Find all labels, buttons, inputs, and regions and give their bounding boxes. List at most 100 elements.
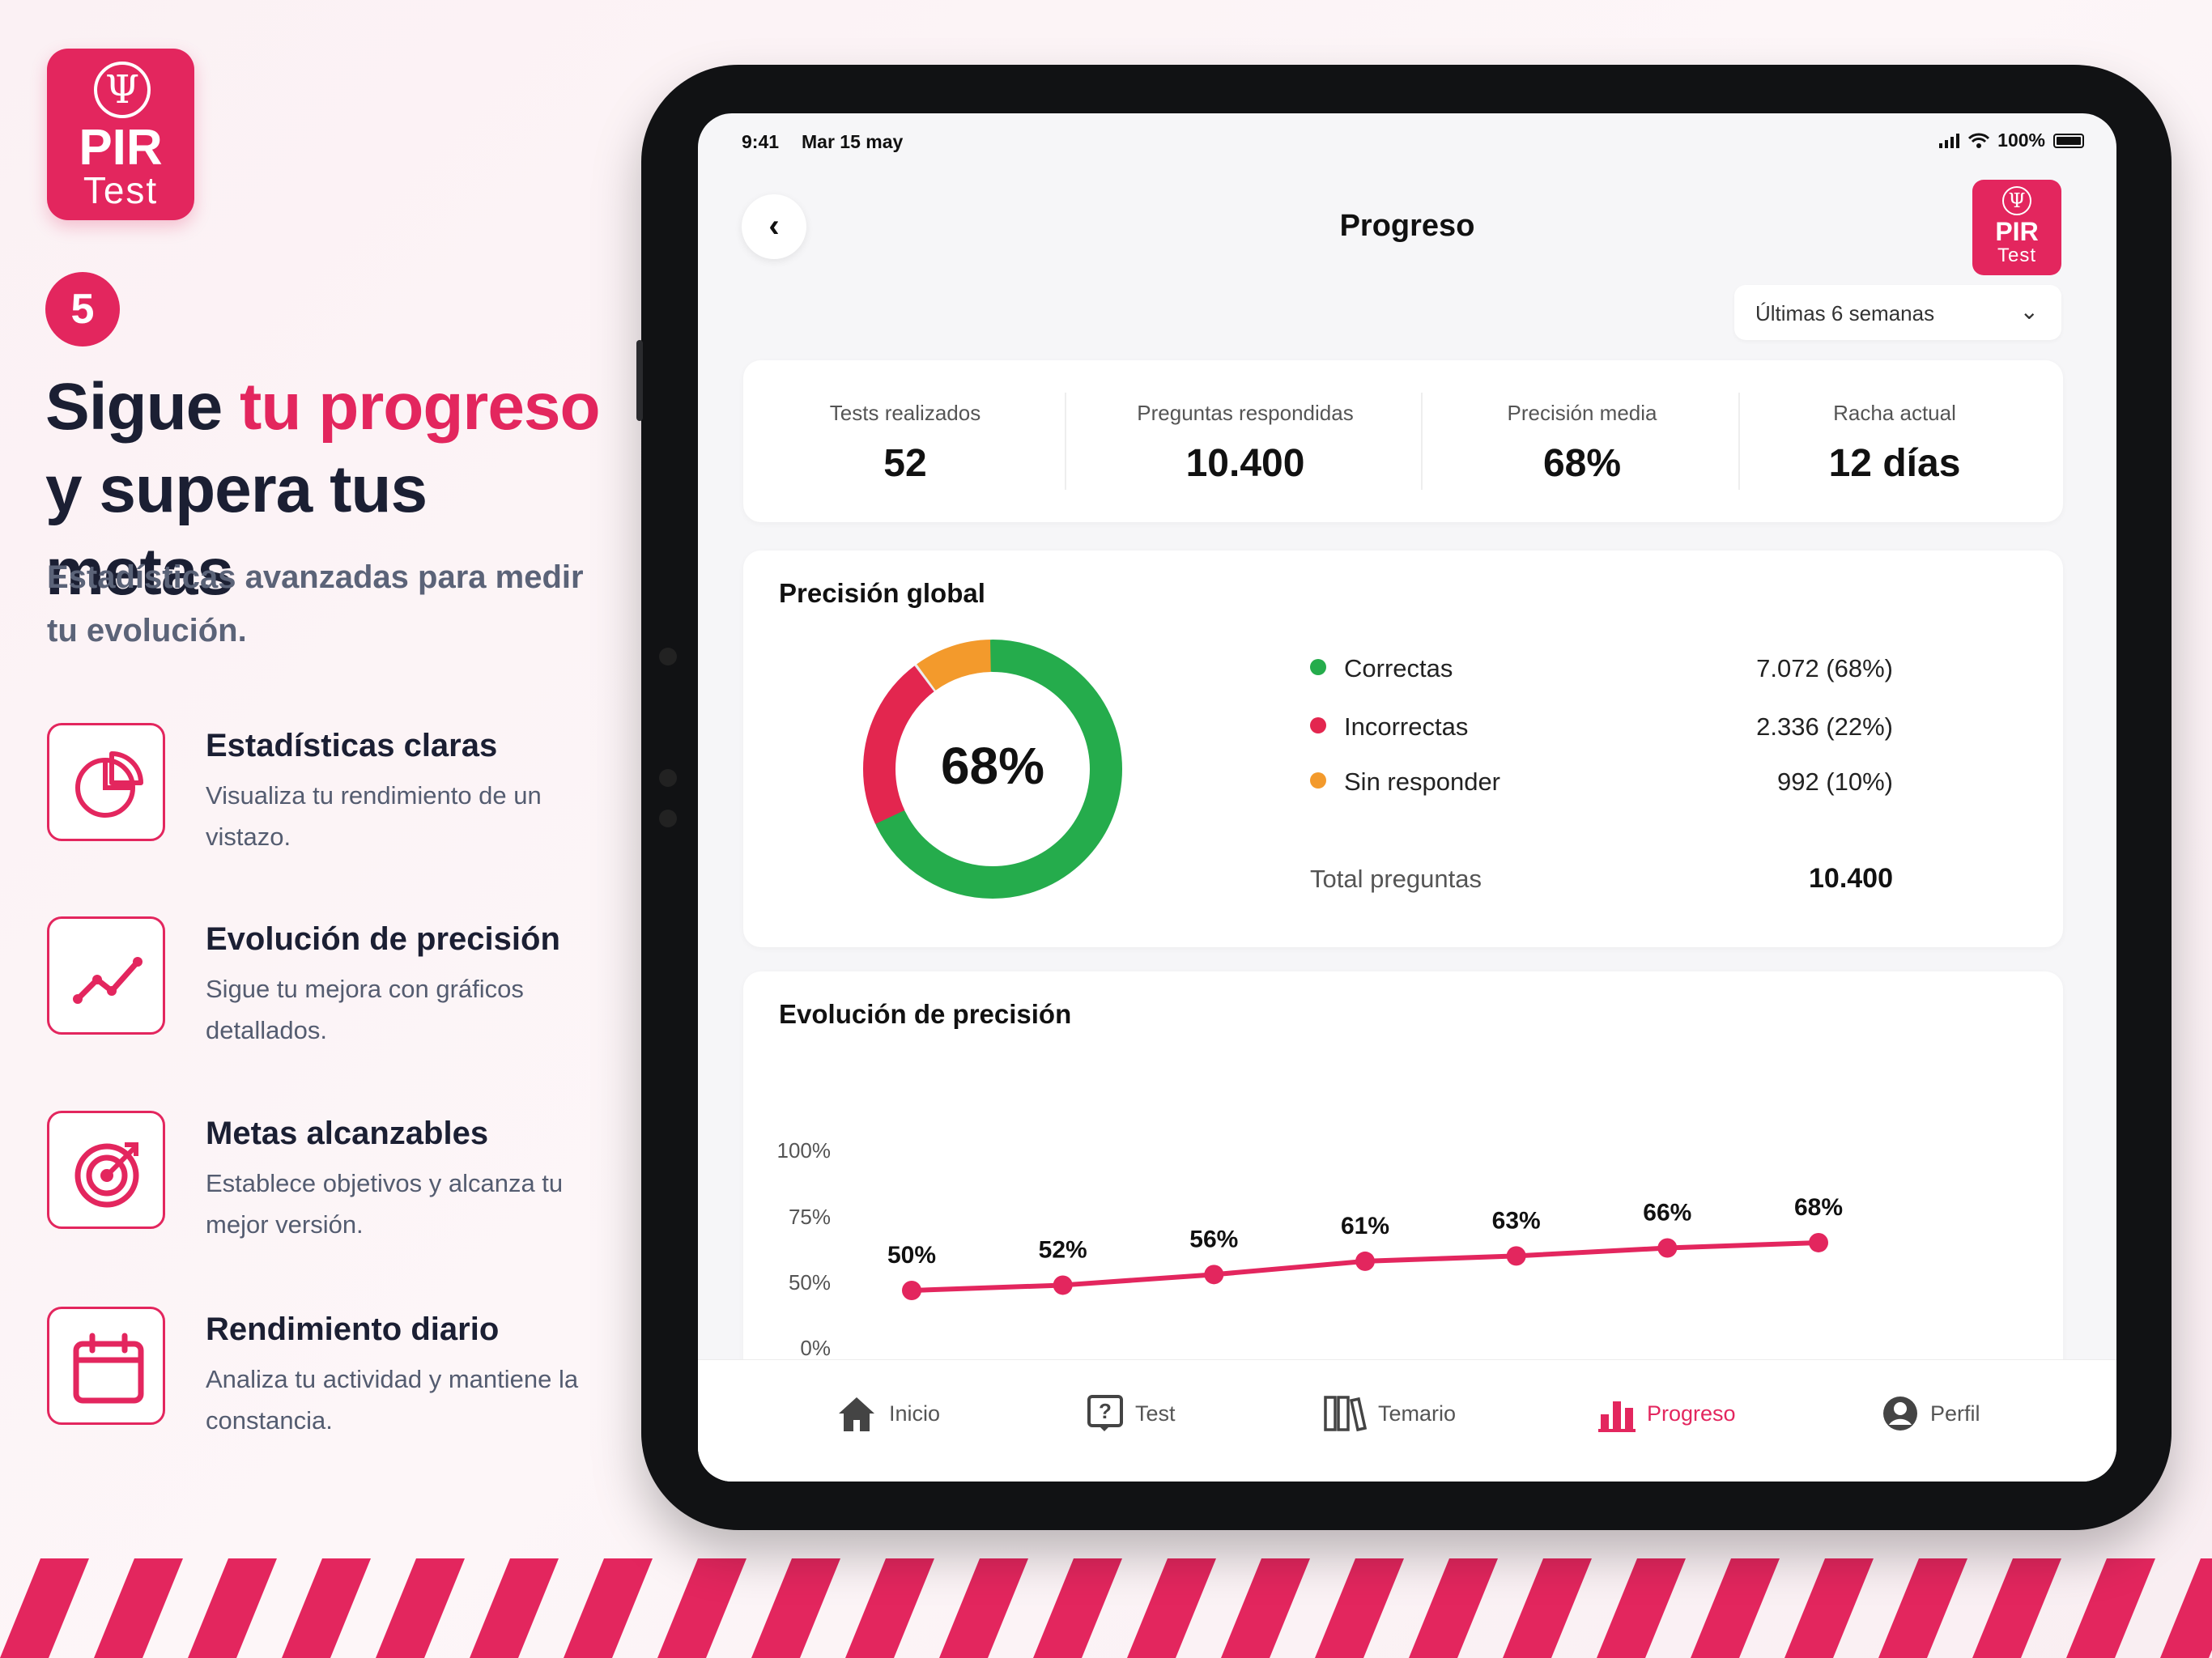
target-icon	[47, 1111, 165, 1229]
legend-correct: Correctas 7.072 (68%)	[1310, 651, 1893, 683]
books-icon	[1324, 1396, 1367, 1432]
logo-text-line2: Test	[83, 169, 159, 211]
tablet-frame: 9:41 Mar 15 may 100% ‹ Progreso Ψ PIR Te…	[636, 65, 2172, 1530]
stat-value: 10.400	[1185, 442, 1305, 485]
card-title: Evolución de precisión	[779, 999, 1072, 1029]
page-title: Progreso	[1339, 209, 1475, 243]
donut-chart: 68%	[863, 640, 1122, 899]
data-label: 66%	[1643, 1200, 1691, 1226]
tab-temario[interactable]: Temario	[1323, 1389, 1456, 1438]
donut-center-label: 68%	[941, 737, 1044, 795]
tab-label: Temario	[1378, 1401, 1457, 1426]
tab-perfil[interactable]: Perfil	[1882, 1389, 1980, 1438]
donut-slice-incorrectas	[863, 640, 1122, 899]
app-logo: Ψ PIR Test	[47, 49, 194, 220]
feature-title: Evolución de precisión	[206, 921, 560, 957]
psi-icon: Ψ	[2002, 186, 2031, 215]
trend-line-icon	[47, 916, 165, 1035]
feature-desc: Analiza tu actividad y mantiene la const…	[206, 1365, 579, 1435]
data-point	[1809, 1232, 1828, 1252]
feature-goals: Metas alcanzables Establece objetivos y …	[47, 1111, 614, 1240]
battery-percent: 100%	[1997, 130, 2045, 151]
card-title: Precisión global	[779, 578, 985, 608]
step-badge: 5	[45, 272, 120, 346]
signal-icon	[1939, 133, 1960, 148]
y-tick-label: 100%	[777, 1138, 832, 1163]
headline-highlight: tu progreso	[240, 370, 601, 444]
data-label: 52%	[1039, 1236, 1087, 1263]
data-label: 63%	[1492, 1207, 1541, 1234]
divider	[1065, 393, 1066, 490]
stat-questions: Preguntas respondidas 10.400	[1067, 360, 1423, 522]
sensor	[659, 769, 677, 787]
range-select-value: Últimas 6 semanas	[1755, 301, 1935, 325]
app-screen: 9:41 Mar 15 may 100% ‹ Progreso Ψ PIR Te…	[698, 113, 2116, 1482]
tab-inicio[interactable]: Inicio	[836, 1389, 940, 1438]
data-point	[1506, 1246, 1526, 1266]
battery-icon	[2053, 133, 2084, 148]
wifi-icon	[1968, 133, 1990, 148]
stat-accuracy: Precisión media 68%	[1423, 360, 1741, 522]
sensor	[659, 810, 677, 827]
divider	[1421, 393, 1423, 490]
data-label: 61%	[1341, 1213, 1389, 1239]
headline-part1: Sigue	[45, 370, 240, 444]
feature-desc: Sigue tu mejora con gráficos detallados.	[206, 975, 524, 1044]
volume-button	[636, 340, 643, 421]
pie-chart-icon	[47, 723, 165, 841]
bar-chart-icon	[1598, 1401, 1636, 1432]
stat-streak: Racha actual 12 días	[1741, 360, 2048, 522]
back-button[interactable]: ‹	[742, 194, 806, 259]
tab-test[interactable]: ? Test	[1087, 1389, 1176, 1438]
legend-dot	[1310, 659, 1326, 675]
chevron-down-icon: ⌄	[2019, 299, 2039, 324]
promo-headline: Sigue tu progreso y supera tus metas	[45, 366, 628, 614]
range-select[interactable]: Últimas 6 semanas ⌄	[1734, 285, 2061, 340]
total-value: 10.400	[1809, 863, 1893, 894]
tab-label: Perfil	[1930, 1401, 1980, 1426]
headline-part2: y supera tus metas	[45, 453, 428, 609]
stat-label: Preguntas respondidas	[1137, 401, 1354, 425]
y-tick-label: 75%	[789, 1205, 831, 1229]
evolution-card: Evolución de precisión 100% 75% 50% 0% 50% 52…	[743, 971, 2063, 1425]
legend-name: Incorrectas	[1344, 712, 1469, 741]
legend-value: 7.072 (68%)	[1756, 654, 1893, 682]
tab-progreso[interactable]: Progreso	[1598, 1389, 1736, 1438]
stats-card: Tests realizados 52 Preguntas respondida…	[743, 360, 2063, 522]
data-point	[1204, 1265, 1224, 1285]
feature-title: Estadísticas claras	[206, 728, 498, 763]
line-chart: 100%75%50%0%50%52%56%61%63%66%68%12 May1…	[777, 1138, 2023, 1417]
legend-dot	[1310, 717, 1326, 733]
user-icon	[1883, 1397, 1917, 1431]
data-point	[1355, 1251, 1375, 1271]
question-icon: ?	[1087, 1395, 1123, 1431]
tab-label: Test	[1135, 1401, 1176, 1426]
data-label: 56%	[1189, 1226, 1238, 1252]
tab-label: Progreso	[1647, 1401, 1736, 1426]
divider	[1738, 393, 1740, 490]
status-bar: 9:41 Mar 15 may 100%	[698, 113, 2116, 162]
feature-stats: Estadísticas claras Visualiza tu rendimi…	[47, 723, 614, 852]
stat-value: 12 días	[1828, 442, 1961, 485]
legend-unanswered: Sin responder 992 (10%)	[1310, 764, 1893, 797]
data-label: 68%	[1794, 1194, 1843, 1221]
legend-dot	[1310, 772, 1326, 789]
feature-title: Rendimiento diario	[206, 1312, 500, 1347]
data-point	[1053, 1275, 1073, 1295]
feature-desc: Establece objetivos y alcanza tu mejor v…	[206, 1169, 564, 1239]
stat-value: 52	[883, 442, 927, 485]
psi-icon: Ψ	[94, 62, 151, 118]
precision-card: Precisión global 68% Correctas 7.072 (68…	[743, 551, 2063, 947]
logo-text-line2: Test	[1997, 244, 2036, 266]
tab-label: Inicio	[889, 1401, 941, 1426]
stat-value: 68%	[1542, 442, 1622, 485]
legend-incorrect: Incorrectas 2.336 (22%)	[1310, 709, 1893, 742]
logo-text-line1: PIR	[79, 120, 163, 176]
stat-tests: Tests realizados 52	[743, 360, 1067, 522]
svg-text:?: ?	[1099, 1399, 1112, 1423]
total-label: Total preguntas	[1310, 865, 1482, 893]
legend-name: Correctas	[1344, 654, 1453, 682]
tab-bar: Inicio ? Test Temario Progreso Perfil	[698, 1359, 2116, 1482]
donut-slice-correctas	[863, 640, 1122, 899]
stat-label: Tests realizados	[829, 401, 981, 425]
